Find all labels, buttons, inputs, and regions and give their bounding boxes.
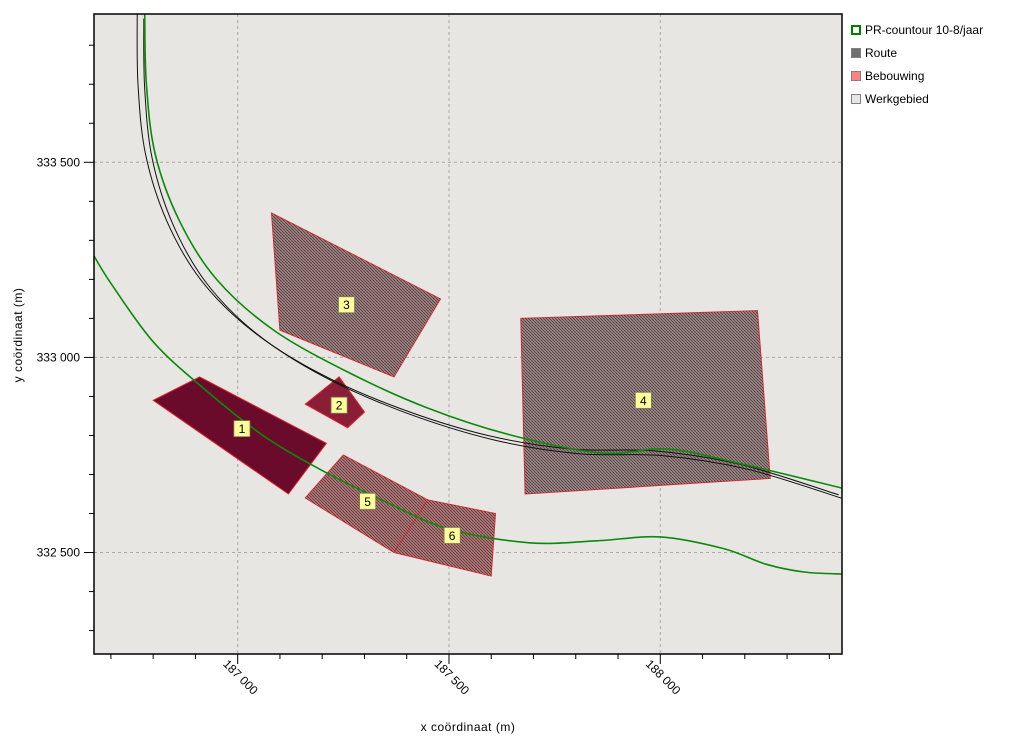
parcel-label-text: 2	[336, 399, 343, 413]
plot-frame	[93, 13, 843, 655]
parcel-label-box	[634, 391, 652, 409]
legend-label: Bebouwing	[865, 68, 925, 83]
legend-swatch	[851, 24, 861, 35]
legend-swatch	[851, 93, 861, 104]
parcel-label-2: 2	[330, 396, 348, 414]
parcel-label-box	[443, 527, 461, 544]
legend-swatch	[851, 70, 861, 81]
parcel-label-text: 5	[364, 495, 371, 509]
legend: PR-countour 10-8/jaar Route Bebouwing Werkg…	[851, 18, 1017, 110]
route-edge-a	[136, 14, 839, 496]
pr-contour-inner	[143, 14, 842, 489]
parcel-label-box	[233, 420, 251, 438]
parcel-label-text: 1	[239, 422, 246, 436]
parcel-label-box	[338, 296, 355, 314]
parcel-label-text: 6	[449, 529, 456, 543]
parcel-label-box	[330, 396, 348, 414]
parcel-label-1: 1	[233, 420, 251, 438]
legend-swatch	[851, 47, 861, 58]
parcel-label-5: 5	[359, 492, 377, 510]
y-axis-title: y coördinaat (m)	[11, 288, 25, 383]
legend-label: Route	[865, 45, 898, 60]
parcel-label-text: 3	[343, 298, 350, 312]
legend-label: Werkgebied	[865, 91, 929, 106]
parcel-label-6: 6	[443, 527, 461, 544]
legend-item-2: Bebouwing	[851, 64, 1017, 87]
parcel-3-hatch	[271, 213, 441, 377]
x-axis-title: x coördinaat (m)	[421, 720, 516, 734]
x-tick-label: 188 000	[643, 657, 684, 698]
legend-item-0: PR-countour 10-8/jaar	[851, 18, 1017, 41]
x-tick-label: 187 500	[432, 657, 473, 698]
legend-item-3: Werkgebied	[851, 87, 1017, 110]
y-tick-label: 332 500	[37, 546, 81, 560]
route-edge-b	[143, 18, 842, 499]
parcel-label-text: 4	[640, 394, 647, 408]
parcel-label-3: 3	[338, 296, 355, 314]
parcel-label-box	[359, 492, 377, 510]
parcel-label-4: 4	[634, 391, 652, 409]
legend-label: PR-countour 10-8/jaar	[865, 22, 984, 37]
y-tick-label: 333 000	[37, 350, 81, 364]
y-tick-label: 333 500	[37, 155, 81, 169]
map-layer: 1 2 3 4 5 6	[94, 14, 842, 577]
x-tick-label: 187 000	[220, 657, 261, 698]
legend-item-1: Route	[851, 41, 1017, 64]
